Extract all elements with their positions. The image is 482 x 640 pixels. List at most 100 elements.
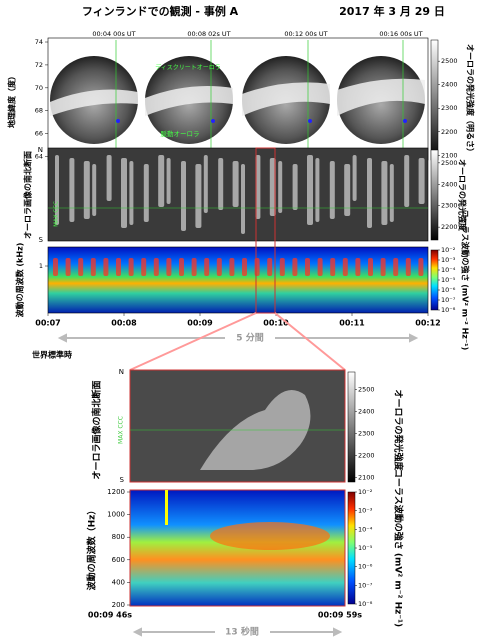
south: S [39,236,44,244]
y-tick-label: 800 [112,533,125,541]
x-end-label: 00:09 59s [318,611,362,620]
y-tick-label: 72 [35,61,43,69]
colorbar-tick-label: 2300 [358,430,375,438]
colorbar-tick-label: 10⁻⁴ [358,525,373,533]
y-tick-label: 64 [35,153,43,161]
colorbar-tick-label: 2400 [358,408,375,416]
colorbar-label: コーラス波動の強さ (mV² m⁻² Hz⁻¹) [461,210,471,351]
keogram-pulse [278,161,283,213]
keogram-pulse [315,158,320,222]
title: フィンランドでの観測 - 事例 A [82,4,239,18]
keogram-pulse [418,158,425,204]
spectrogram-burst [267,258,273,276]
image-time: 00:04 00s UT [92,30,135,38]
span-arrow [132,627,343,637]
colorbar-tick-label: 10⁻⁶ [358,563,373,571]
spectrogram [47,246,429,314]
colorbar-label: オーロラの発光強度 [458,159,468,232]
north: N [119,368,124,376]
panels: 00:04 00s UT 00:08 02s UT 00:12 00s UT 00:1… [7,30,476,638]
colorbar-label: オーロラの発光強度 [393,389,405,471]
keogram-pulse [69,158,75,222]
keogram-pulse [158,155,165,207]
colorbar-tick-label: 10⁻⁶ [441,286,456,294]
station [308,119,312,123]
keogram-pulse [83,161,90,219]
colorbar [430,39,439,161]
station [116,119,120,123]
colorbar-tick-label: 10⁻³ [441,256,456,264]
spectrogram-burst [204,258,210,276]
spectrogram-burst [254,258,260,276]
colorbar [347,371,356,483]
y-tick-label: 200 [112,601,125,609]
spectrogram-burst [153,258,159,276]
colorbar-tick-label: 10⁻² [358,488,373,496]
x-axis-label: 世界標準時 [32,350,72,360]
keogram-pulse [143,164,149,222]
annotation: ディスクリートオーロラ [155,64,221,72]
annotation: 脈動オーロラ [161,129,200,138]
colorbar-tick-label: 2400 [441,81,458,89]
spectrogram-burst [229,258,235,276]
colorbar-tick-label: 10⁻⁷ [358,581,373,589]
keogram-pulse [292,164,298,210]
keogram-pulse [241,164,245,234]
keogram-pulse [218,158,224,210]
spectrogram-burst [242,258,247,276]
keogram-pulse [404,155,410,207]
y-tick-label: 400 [112,578,125,586]
colorbar-tick-label: 2500 [358,386,375,394]
colorbar-tick-label: 2100 [441,151,458,159]
y-tick-label: 1000 [107,511,125,519]
colorbar [430,149,439,241]
x-tick-label: 00:10 [263,319,289,328]
keogram-pulse [344,164,351,216]
keogram-pulse [367,158,372,228]
keogram-pulse [203,155,208,213]
colorbar-tick-label: 2200 [441,128,458,136]
spectrogram-burst [317,258,323,276]
colorbar-tick-label: 10⁻⁸ [441,306,456,314]
y-tick-label: 1 [39,262,43,270]
y-tick-label: 1200 [107,488,125,496]
max-ccc: MAX CCC [118,416,125,444]
spectrogram-burst [141,258,147,276]
keogram-pulse [55,155,59,225]
keogram-pulse [381,161,388,225]
spectrogram-burst [330,258,336,276]
keogram-pulse [92,164,97,216]
keogram-pulse [389,164,394,222]
colorbar-tick-label: 2400 [441,180,458,188]
date: 2017 年 3 月 29 日 [339,4,445,18]
spectrogram-burst [103,258,109,276]
keogram-pulse [106,155,112,201]
spectrogram-burst [342,258,348,276]
spectrogram-burst [166,258,172,276]
colorbar-label: コーラス波動の強さ (mV² m⁻² Hz⁻¹) [393,469,405,627]
colorbar-tick-label: 10⁻² [441,246,456,254]
image-time: 00:12 00s UT [284,30,327,38]
spectrogram-burst [380,258,386,276]
x-tick-label: 00:09 [187,319,213,328]
spectrogram-burst [128,258,134,276]
span-label: 5 分間 [236,332,263,344]
keogram-pulse [269,158,276,216]
colorbar-tick-label: 10⁻⁵ [441,276,456,284]
keogram-pulse [232,161,239,207]
keogram-pulse [129,161,134,225]
keogram-pulse [352,155,357,201]
spectrogram-burst [65,258,71,276]
y-tick-label: 66 [35,130,43,138]
x-tick-label: 00:08 [111,319,137,328]
spectrogram-burst [78,258,84,276]
spike [165,490,168,525]
spectrogram-burst [355,258,361,276]
y-axis-label: 波動の周波数（Hz） [86,506,98,591]
colorbar [347,491,356,605]
keogram-pulse [121,158,127,228]
zoom-spectrogram [129,489,346,607]
colorbar-tick-label: 10⁻⁷ [441,296,456,304]
zoom-box [255,147,276,314]
